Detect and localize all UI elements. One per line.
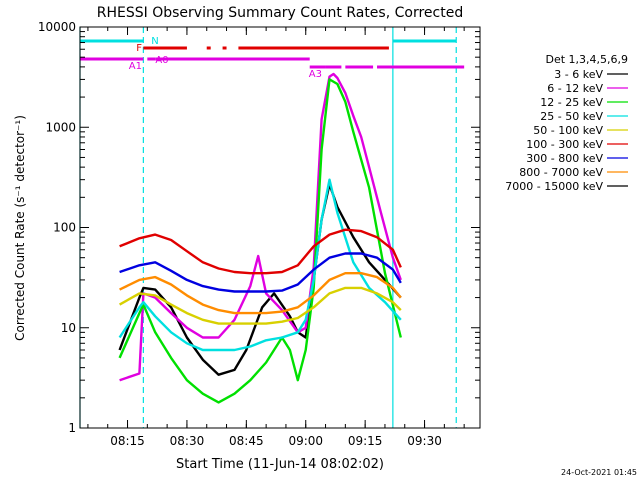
legend-header: Det 1,3,4,5,6,9: [545, 53, 628, 66]
flag-segment-a3-3: [377, 65, 465, 69]
x-tick-label: 08:30: [170, 434, 205, 448]
x-tick-label: 09:15: [348, 434, 383, 448]
x-tick-label: 09:30: [407, 434, 442, 448]
flag-segment-a0-0: [155, 57, 310, 61]
flag-label-n: N: [151, 36, 158, 47]
y-tick-label: 10000: [38, 20, 76, 34]
x-tick-label: 08:15: [110, 434, 145, 448]
x-tick-label: 08:45: [229, 434, 264, 448]
y-tick-label: 1: [68, 421, 76, 435]
flag-segment-a3-0: [309, 65, 326, 69]
flag-label-a0: A0: [155, 55, 168, 66]
series-line-800-7000-kev: [119, 272, 402, 315]
flag-label-f: F: [136, 43, 142, 54]
legend-label: 300 - 800 keV: [526, 152, 603, 165]
series-line-100-300-kev: [119, 228, 402, 275]
chart-title: RHESSI Observing Summary Count Rates, Co…: [97, 5, 463, 21]
y-tick-label: 10: [61, 321, 76, 335]
legend-label: 100 - 300 keV: [526, 138, 603, 151]
legend-label: 6 - 12 keV: [547, 82, 603, 95]
series-line-12-25-kev: [118, 78, 402, 404]
x-axis-label: Start Time (11-Jun-14 08:02:02): [176, 457, 384, 472]
legend-label: 3 - 6 keV: [554, 68, 603, 81]
flag-segment-f-1: [206, 46, 211, 50]
flag-segment-n-0: [80, 39, 144, 43]
flag-segment-a3-2: [345, 65, 374, 69]
flag-segment-f-0: [143, 46, 187, 50]
y-axis-label: Corrected Count Rate (s⁻¹ detector⁻¹): [13, 115, 27, 341]
x-tick-label: 09:00: [288, 434, 323, 448]
flag-label-a1: A1: [129, 61, 142, 72]
flag-label-a3: A3: [309, 69, 322, 80]
timestamp-label: 24-Oct-2021 01:45: [561, 468, 637, 477]
series-line-300-800-kev: [119, 252, 402, 293]
series-line-6-12-kev: [119, 72, 402, 382]
flag-segment-f-2: [222, 46, 227, 50]
series-line-50-100-kev: [119, 286, 402, 325]
legend-label: 12 - 25 keV: [540, 96, 603, 109]
legend-label: 800 - 7000 keV: [519, 166, 603, 179]
flag-segment-a1-1: [147, 57, 156, 61]
flag-segment-a1-0: [80, 57, 144, 61]
y-tick-label: 1000: [45, 120, 76, 134]
y-tick-label: 100: [53, 221, 76, 235]
flag-segment-f-3: [238, 46, 389, 50]
legend-label: 50 - 100 keV: [533, 124, 603, 137]
flag-segment-n-1: [392, 39, 457, 43]
legend-label: 7000 - 15000 keV: [505, 180, 603, 193]
series-line-25-50-kev: [118, 178, 402, 352]
flag-segment-a3-1: [325, 65, 342, 69]
legend-label: 25 - 50 keV: [540, 110, 603, 123]
